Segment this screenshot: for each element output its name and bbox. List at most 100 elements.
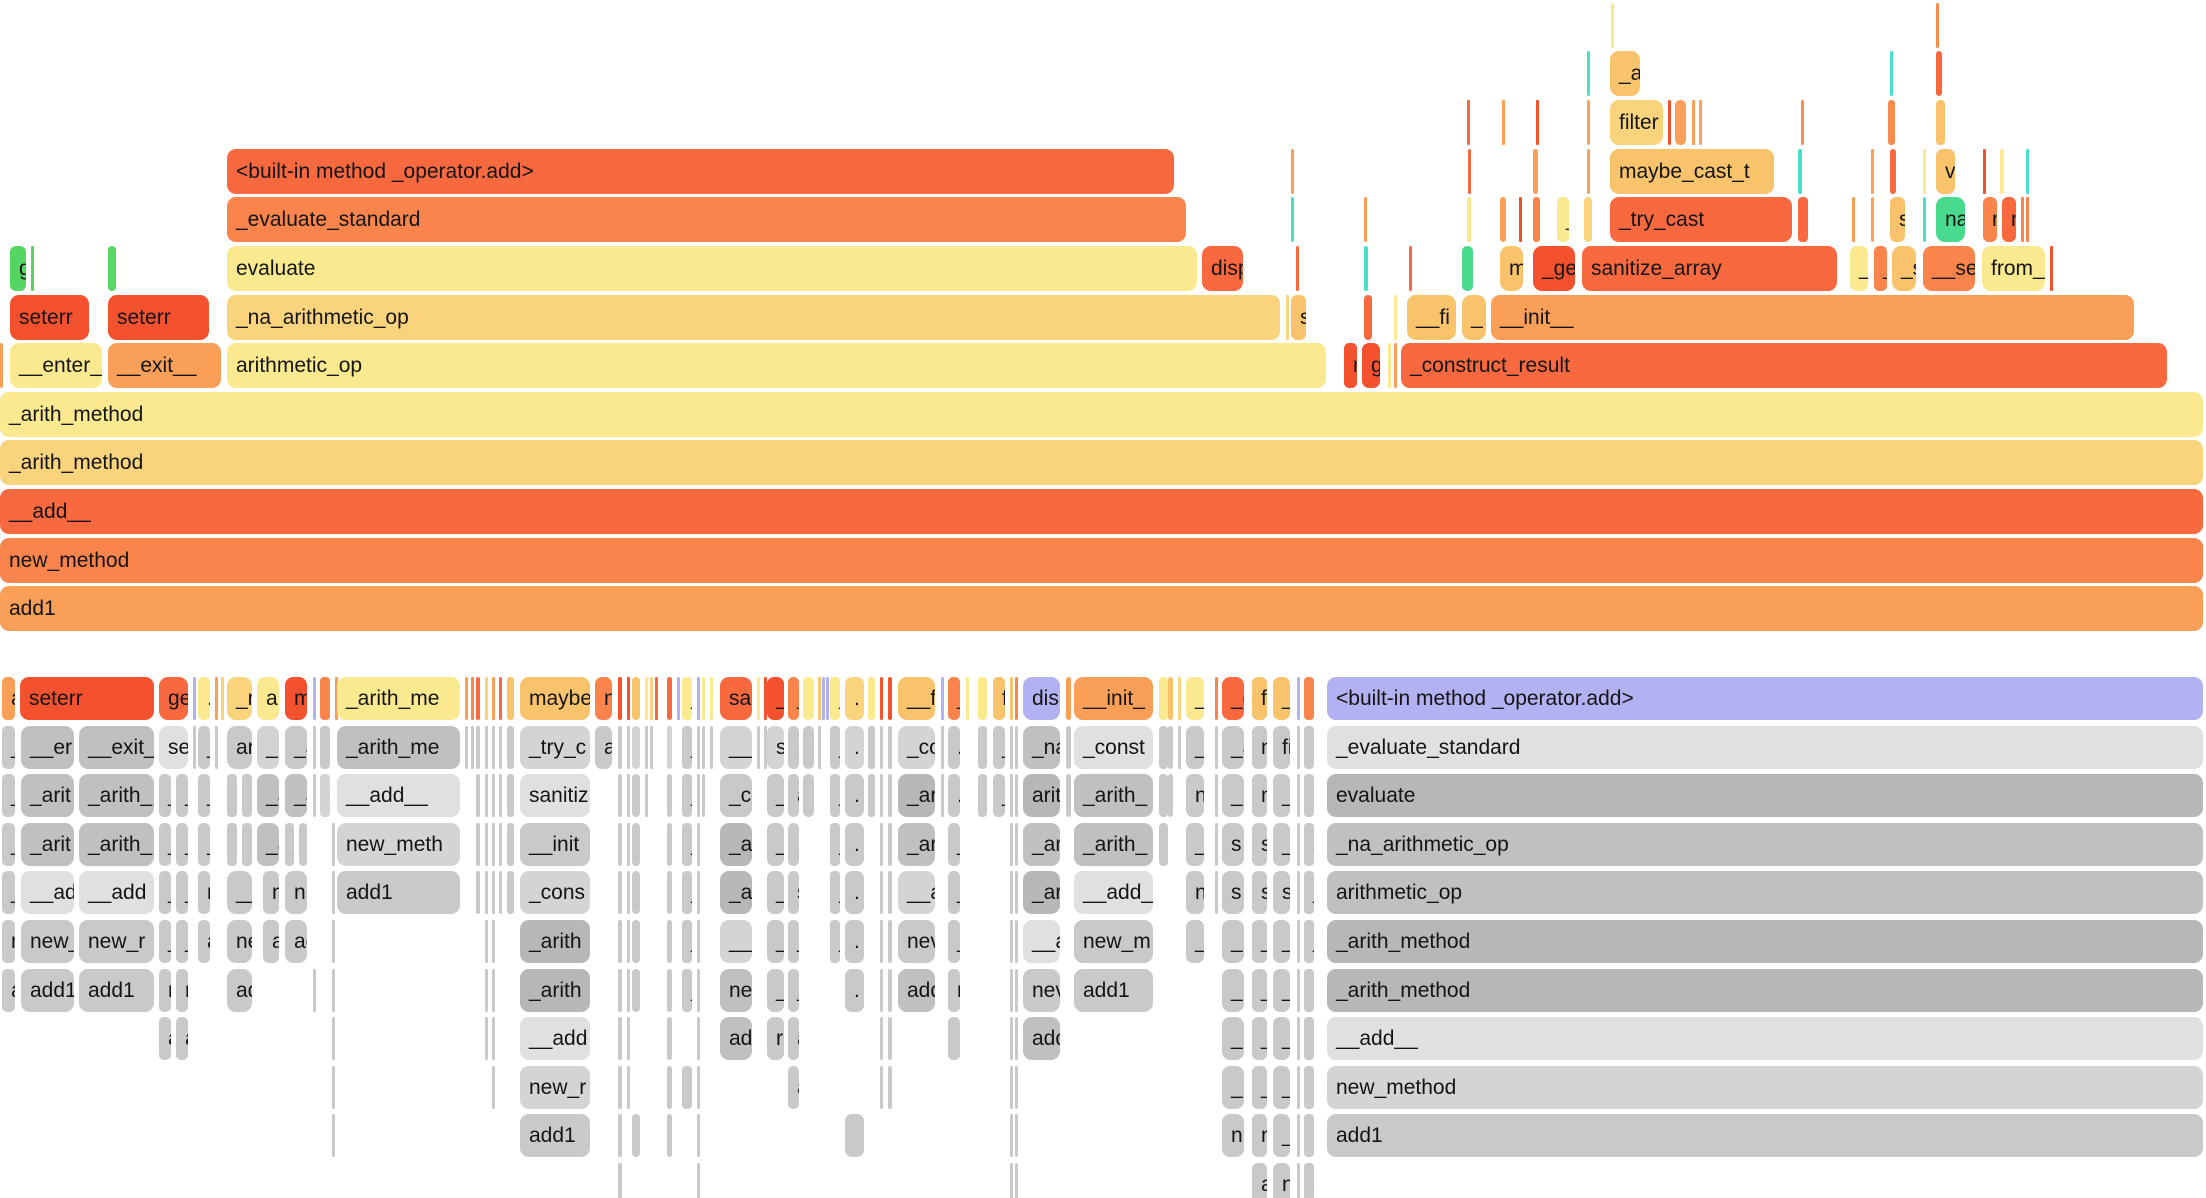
- frame-bar[interactable]: [888, 1066, 892, 1109]
- frame-bar[interactable]: [655, 677, 658, 720]
- frame-bar[interactable]: _: [2, 823, 15, 866]
- frame-bar[interactable]: _: [830, 920, 840, 963]
- frame-bar[interactable]: _: [788, 969, 799, 1012]
- frame-bar[interactable]: g: [108, 246, 116, 291]
- frame-bar[interactable]: _a: [1610, 51, 1640, 96]
- frame-bar[interactable]: r: [1304, 726, 1314, 769]
- frame-bar[interactable]: _a: [285, 774, 307, 817]
- frame-bar[interactable]: [618, 1017, 622, 1060]
- frame-bar[interactable]: [1297, 1163, 1300, 1198]
- frame-bar[interactable]: _: [830, 774, 840, 817]
- frame-bar[interactable]: [966, 677, 969, 720]
- frame-bar[interactable]: [826, 677, 829, 720]
- frame-bar[interactable]: [492, 1066, 495, 1109]
- frame-bar[interactable]: [1297, 969, 1300, 1012]
- frame-bar[interactable]: seterr: [108, 295, 209, 340]
- frame-bar[interactable]: [1297, 774, 1300, 817]
- frame-bar[interactable]: r: [499, 677, 502, 720]
- frame-bar[interactable]: [818, 677, 821, 720]
- frame-bar[interactable]: .: [1066, 774, 1071, 817]
- frame-bar[interactable]: add1: [1327, 1114, 2203, 1157]
- frame-bar[interactable]: __add: [520, 1017, 590, 1060]
- frame-bar[interactable]: s: [767, 726, 784, 769]
- frame-bar[interactable]: [627, 774, 630, 817]
- frame-bar[interactable]: [1533, 149, 1538, 194]
- frame-bar[interactable]: r: [632, 726, 640, 769]
- frame-bar[interactable]: _arith_: [1074, 774, 1153, 817]
- frame-bar[interactable]: .: [845, 920, 864, 963]
- frame-bar[interactable]: _: [682, 823, 692, 866]
- frame-bar[interactable]: __exit__: [108, 343, 221, 388]
- frame-bar[interactable]: __a: [898, 871, 935, 914]
- frame-bar[interactable]: [868, 677, 875, 720]
- frame-bar[interactable]: [1983, 149, 1986, 194]
- frame-bar[interactable]: __exit_: [79, 726, 154, 769]
- frame-bar[interactable]: [1801, 100, 1804, 145]
- frame-bar[interactable]: .: [803, 726, 814, 769]
- frame-bar[interactable]: .: [845, 969, 864, 1012]
- frame-bar[interactable]: [667, 969, 672, 1012]
- frame-bar[interactable]: [697, 920, 700, 963]
- frame-bar[interactable]: [1923, 197, 1926, 242]
- frame-bar[interactable]: .: [320, 677, 330, 720]
- frame-bar[interactable]: [1010, 726, 1013, 769]
- frame-bar[interactable]: [1692, 100, 1695, 145]
- frame-bar[interactable]: _: [1252, 1017, 1267, 1060]
- frame-bar[interactable]: _: [198, 823, 210, 866]
- frame-bar[interactable]: _: [1273, 677, 1290, 720]
- frame-bar[interactable]: __: [720, 726, 752, 769]
- frame-bar[interactable]: _: [176, 871, 188, 914]
- frame-bar[interactable]: r: [1159, 677, 1168, 720]
- frame-bar[interactable]: [880, 823, 883, 866]
- frame-bar[interactable]: .: [667, 774, 672, 817]
- frame-bar[interactable]: seterr: [20, 677, 154, 720]
- frame-bar[interactable]: _: [682, 774, 692, 817]
- frame-bar[interactable]: [492, 969, 495, 1012]
- frame-bar[interactable]: .: [845, 774, 864, 817]
- frame-bar[interactable]: [1015, 677, 1018, 720]
- frame-bar[interactable]: [667, 1017, 672, 1060]
- frame-bar[interactable]: [888, 726, 892, 769]
- frame-bar[interactable]: disp: [1023, 677, 1060, 720]
- frame-bar[interactable]: new_method: [1327, 1066, 2203, 1109]
- frame-bar[interactable]: [697, 726, 700, 769]
- frame-bar[interactable]: _: [1557, 197, 1569, 242]
- frame-bar[interactable]: [485, 920, 488, 963]
- frame-bar[interactable]: [1394, 295, 1397, 340]
- frame-bar[interactable]: sanitize_array: [1582, 246, 1837, 291]
- frame-bar[interactable]: _c: [1222, 677, 1244, 720]
- frame-bar[interactable]: __: [227, 871, 252, 914]
- frame-bar[interactable]: _arith_me: [337, 677, 460, 720]
- frame-bar[interactable]: _: [767, 969, 784, 1012]
- frame-bar[interactable]: [645, 677, 648, 720]
- frame-bar[interactable]: [1468, 149, 1471, 194]
- frame-bar[interactable]: [1467, 100, 1470, 145]
- frame-bar[interactable]: [1215, 823, 1218, 866]
- frame-bar[interactable]: _: [2, 726, 15, 769]
- frame-bar[interactable]: [618, 726, 622, 769]
- frame-bar[interactable]: r: [320, 726, 330, 769]
- frame-bar[interactable]: [941, 677, 944, 720]
- frame-bar[interactable]: [1297, 1066, 1300, 1109]
- frame-bar[interactable]: [1297, 823, 1300, 866]
- frame-bar[interactable]: [1364, 295, 1372, 340]
- frame-bar[interactable]: [332, 1066, 335, 1109]
- frame-bar[interactable]: add1: [520, 1114, 590, 1157]
- frame-bar[interactable]: a: [595, 726, 612, 769]
- frame-bar[interactable]: r: [159, 969, 171, 1012]
- frame-bar[interactable]: na: [1936, 197, 1965, 242]
- frame-bar[interactable]: _na_arithmetic_op: [1327, 823, 2203, 866]
- frame-bar[interactable]: [1890, 51, 1893, 96]
- frame-bar[interactable]: _na_arithmetic_op: [227, 295, 1280, 340]
- frame-bar[interactable]: ge: [159, 677, 188, 720]
- frame-bar[interactable]: __fi: [1407, 295, 1456, 340]
- frame-bar[interactable]: [710, 726, 713, 769]
- frame-bar[interactable]: [1936, 100, 1945, 145]
- frame-bar[interactable]: [332, 823, 335, 866]
- frame-bar[interactable]: [697, 1163, 700, 1198]
- frame-bar[interactable]: __add__: [337, 774, 460, 817]
- frame-bar[interactable]: [1010, 774, 1013, 817]
- frame-bar[interactable]: [313, 774, 316, 817]
- frame-bar[interactable]: g: [10, 246, 26, 291]
- frame-bar[interactable]: _ge: [1533, 246, 1575, 291]
